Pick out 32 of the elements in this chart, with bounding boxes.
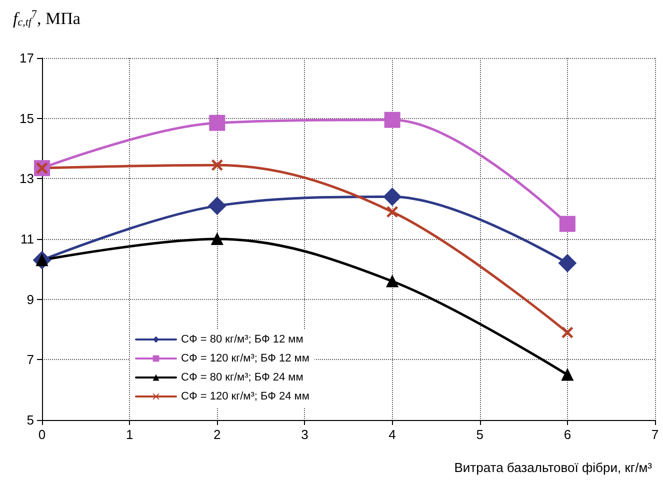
point — [386, 206, 398, 218]
legend-label: СФ = 80 кг/м³; БФ 24 мм — [181, 372, 304, 384]
point — [383, 188, 402, 206]
y-tick-label: 11 — [20, 232, 34, 246]
y-tick-label: 7 — [26, 352, 34, 368]
x-tick-label: 1 — [126, 427, 134, 442]
x-tick-label: 4 — [388, 427, 396, 442]
point — [384, 112, 400, 128]
point — [561, 368, 574, 381]
y-tick-label: 17 — [20, 50, 34, 66]
x-tick-label: 6 — [564, 427, 572, 442]
x-tick-label: 7 — [651, 427, 659, 442]
point — [211, 233, 224, 245]
y-tick-label: 5 — [26, 412, 34, 428]
legend-label: СФ = 120 кг/м³; БФ 12 мм — [181, 352, 310, 364]
y-tick-label: 15 — [20, 110, 34, 126]
point — [559, 216, 576, 232]
x-axis-title: Витрата базальтової фібри, кг/м³ — [454, 460, 653, 475]
x-tick-label: 0 — [38, 427, 46, 442]
legend-label: СФ = 120 кг/м³; БФ 24 мм — [181, 390, 310, 402]
x-tick-label: 2 — [214, 427, 221, 442]
legend-label: СФ = 80 кг/м³; БФ 12 мм — [181, 334, 304, 346]
point — [212, 160, 223, 171]
point — [209, 114, 226, 131]
x-tick-label: 5 — [476, 427, 484, 442]
y-tick-label: 9 — [26, 292, 34, 307]
point — [386, 275, 398, 288]
point — [562, 327, 573, 338]
point — [558, 254, 576, 272]
y-tick-label: 13 — [20, 171, 34, 186]
point — [208, 196, 226, 215]
x-tick-label: 3 — [301, 427, 308, 442]
